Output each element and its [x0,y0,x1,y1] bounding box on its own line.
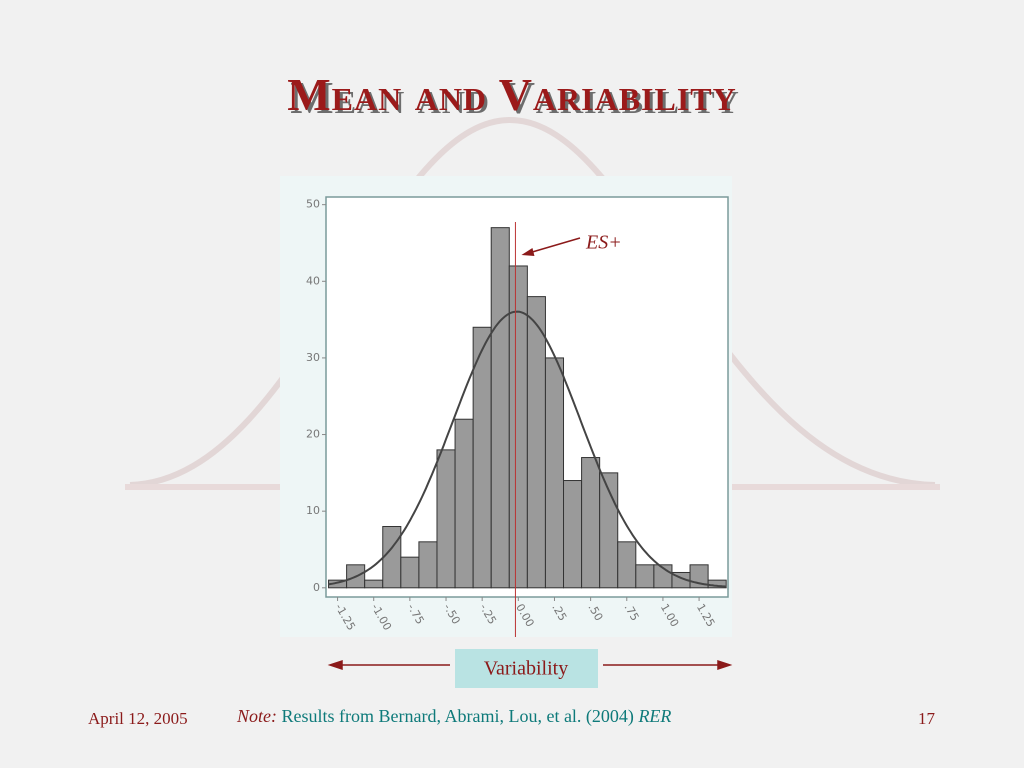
range-label: Variability [484,658,568,680]
slide-title: Mean and Variability [287,69,737,120]
y-tick-label: 10 [306,504,320,517]
bar [364,579,384,589]
bar [472,326,492,589]
range-arrows [327,659,733,671]
bar [544,357,565,589]
bar [436,449,456,589]
normal-curve [328,310,727,588]
footer-note: Note: Results from Bernard, Abrami, Lou,… [236,706,671,727]
footer-date: April 12, 2005 [88,709,188,728]
bar [581,457,601,589]
y-tick-label: 0 [313,581,320,594]
bar [617,541,637,589]
bar [490,227,510,589]
es-label: ES+ [585,232,622,254]
es-arrowhead [521,248,535,256]
es-arrow [525,237,581,255]
bar [635,564,655,589]
title-shadow: Mean and Variability [290,72,740,123]
note-text: Results from Bernard, Abrami, Lou, et al… [282,706,634,727]
y-tick-label: 30 [306,351,320,364]
note-label: Note: [236,706,277,726]
bar [563,480,583,589]
y-tick-label: 40 [306,274,320,287]
bar [400,556,420,589]
bar [418,541,438,589]
y-tick-label: 20 [306,428,320,441]
page-number: 17 [918,709,936,728]
bar [382,526,402,589]
range-box [455,649,598,688]
note-source: RER [637,706,671,726]
bar [454,418,474,589]
bar [526,296,546,589]
y-tick-label: 50 [306,198,320,211]
